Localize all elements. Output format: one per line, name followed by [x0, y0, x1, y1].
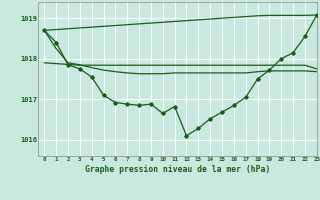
X-axis label: Graphe pression niveau de la mer (hPa): Graphe pression niveau de la mer (hPa): [85, 165, 270, 174]
